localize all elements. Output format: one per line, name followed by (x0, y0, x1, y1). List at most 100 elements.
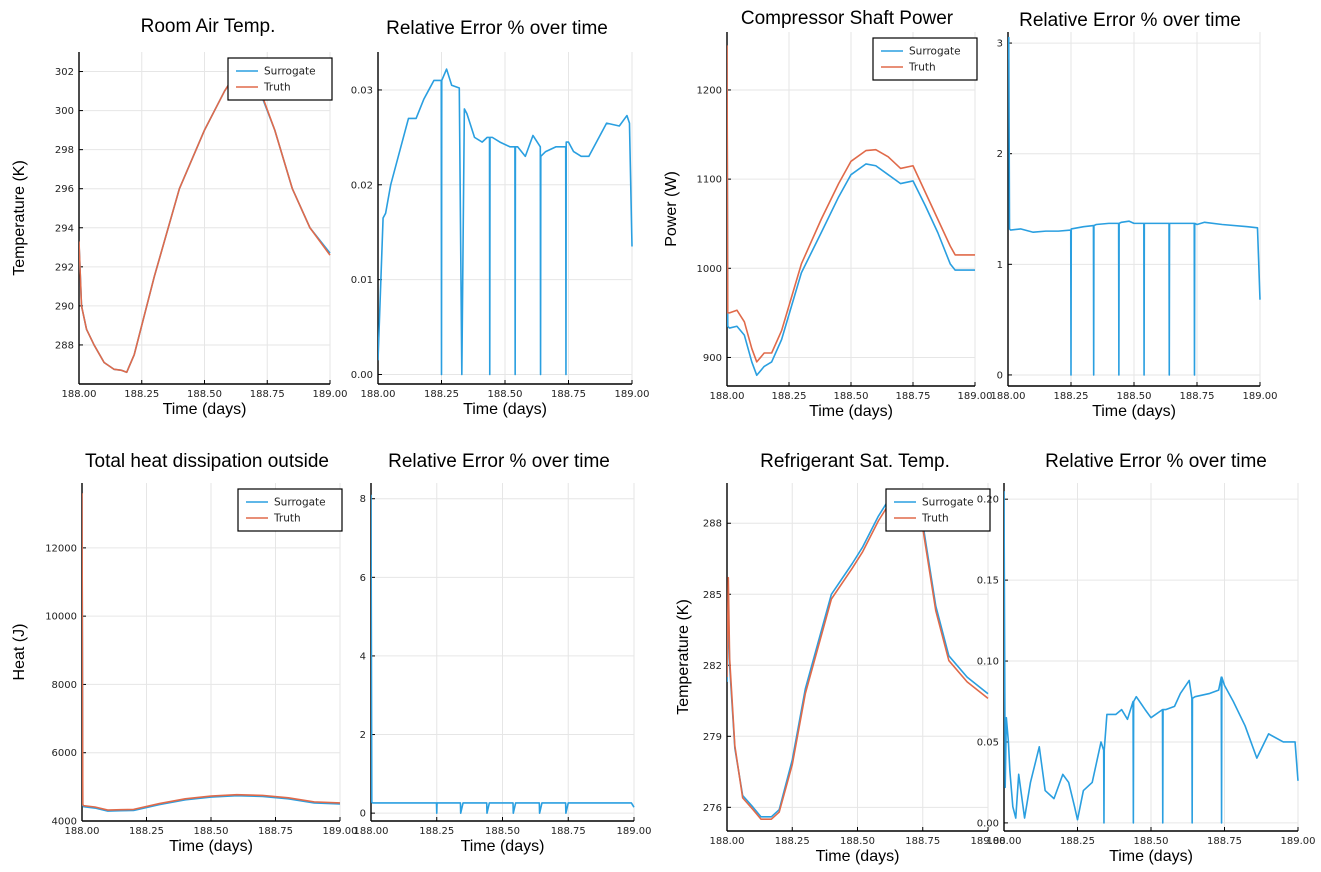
y-tick-label: 0.10 (977, 657, 999, 668)
x-tick-label: 189.00 (323, 826, 358, 837)
x-tick-label: 188.75 (896, 391, 931, 402)
chart-title: Room Air Temp. (141, 16, 276, 37)
y-tick-label: 0.01 (351, 275, 373, 286)
series-line-error (371, 494, 635, 814)
y-tick-label: 282 (703, 661, 722, 672)
panel-heat-dissipation-err: 188.00 188.25 188.50 188.75 189.00 0 2 4 6 8 Relat… (354, 451, 652, 855)
legend-box (885, 488, 991, 532)
x-axis-label: Time (days) (461, 838, 545, 855)
y-tick-label: 279 (703, 732, 722, 743)
y-tick-label: 298 (55, 145, 74, 156)
y-axis-label: Heat (J) (11, 624, 28, 681)
legend-entry: Truth (921, 513, 949, 525)
chart-title: Relative Error % over time (386, 18, 608, 39)
x-tick-label: 188.00 (354, 826, 389, 837)
x-tick-label: 188.00 (62, 389, 97, 400)
x-tick-label: 188.75 (1207, 836, 1242, 847)
y-tick-label: 285 (703, 590, 722, 601)
y-tick-label: 2 (997, 149, 1003, 160)
x-tick-label: 188.00 (991, 391, 1026, 402)
x-tick-label: 188.50 (485, 826, 520, 837)
x-axis-label: Time (days) (816, 848, 900, 865)
y-tick-label: 6 (360, 573, 366, 584)
y-axis-label: Temperature (K) (675, 599, 692, 715)
y-tick-label: 10000 (45, 612, 77, 623)
y-tick-label: 6000 (52, 748, 77, 759)
y-tick-label: 290 (55, 301, 74, 312)
x-tick-label: 189.00 (971, 836, 1006, 847)
x-axis-label: Time (days) (1109, 848, 1193, 865)
y-tick-label: 1100 (697, 175, 722, 186)
y-tick-label: 302 (55, 67, 74, 78)
y-tick-label: 0.02 (351, 180, 373, 191)
panel-room-temp: 188.00 188.25 188.50 188.75 189.00 288 290 292 2… (11, 16, 348, 418)
x-tick-label: 188.75 (551, 389, 586, 400)
x-tick-label: 189.00 (617, 826, 652, 837)
series-line-truth (727, 45, 975, 363)
panel-refrigerant-temp: 188.00 188.25 188.50 188.75 189.00 276 279 282 2… (675, 451, 1006, 865)
x-tick-label: 188.50 (194, 826, 229, 837)
y-axis-label: Temperature (K) (11, 160, 28, 276)
y-tick-label: 0.03 (351, 85, 373, 96)
x-tick-label: 188.25 (419, 826, 454, 837)
x-tick-label: 189.00 (1243, 391, 1278, 402)
x-tick-label: 188.25 (1054, 391, 1089, 402)
x-tick-label: 188.50 (1117, 391, 1152, 402)
x-axis-label: Time (days) (163, 401, 247, 418)
series-line-error (1008, 36, 1261, 376)
x-axis-label: Time (days) (1092, 403, 1176, 420)
x-tick-label: 189.00 (958, 391, 993, 402)
y-tick-label: 1000 (697, 264, 722, 275)
y-tick-label: 2 (360, 730, 366, 741)
legend-entry: Surrogate (264, 66, 316, 78)
legend-box (237, 488, 343, 532)
y-tick-label: 8000 (52, 680, 77, 691)
x-tick-label: 188.75 (250, 389, 285, 400)
legend-entry: Surrogate (909, 46, 961, 58)
legend: Surrogate Truth (885, 488, 991, 532)
x-tick-label: 188.25 (424, 389, 459, 400)
series-line-error (378, 68, 633, 376)
x-tick-label: 188.25 (1060, 836, 1095, 847)
panel-compressor-power-err: 188.00 188.25 188.50 188.75 189.00 0 1 2 3 Relati… (991, 10, 1278, 420)
chart-title: Relative Error % over time (1019, 10, 1241, 31)
x-tick-label: 189.00 (615, 389, 650, 400)
y-tick-label: 300 (55, 106, 74, 117)
y-tick-label: 292 (55, 262, 74, 273)
x-tick-label: 188.00 (987, 836, 1022, 847)
x-tick-label: 188.25 (775, 836, 810, 847)
x-tick-label: 188.75 (551, 826, 586, 837)
y-tick-label: 276 (703, 803, 722, 814)
series-line-truth (82, 493, 341, 811)
series-line-error (1004, 491, 1299, 824)
x-tick-label: 189.00 (313, 389, 348, 400)
legend-box (227, 57, 333, 101)
legend-entry: Surrogate (922, 497, 974, 509)
legend-entry: Truth (273, 513, 301, 525)
y-tick-label: 3 (997, 39, 1003, 50)
panel-refrigerant-temp-err: 188.00 188.25 188.50 188.75 189.00 0.00 0.05 0.… (977, 451, 1316, 865)
chart-title: Relative Error % over time (388, 451, 610, 472)
x-tick-label: 188.25 (772, 391, 807, 402)
x-tick-label: 188.75 (905, 836, 940, 847)
y-tick-label: 288 (55, 340, 74, 351)
chart-title: Relative Error % over time (1045, 451, 1267, 472)
x-tick-label: 188.75 (258, 826, 293, 837)
series-line-truth (727, 498, 989, 820)
panel-room-temp-err: 188.00 188.25 188.50 188.75 189.00 0.00 0.01 0.… (351, 18, 650, 418)
panel-compressor-power: 188.00 188.25 188.50 188.75 189.00 900 1000 110… (663, 8, 993, 420)
x-tick-label: 188.00 (710, 836, 745, 847)
x-tick-label: 188.50 (834, 391, 869, 402)
x-tick-label: 189.00 (1281, 836, 1316, 847)
x-tick-label: 188.75 (1180, 391, 1215, 402)
x-tick-label: 188.50 (1134, 836, 1169, 847)
y-tick-label: 0 (360, 809, 366, 820)
chart-title: Refrigerant Sat. Temp. (760, 451, 950, 472)
y-tick-label: 0.15 (977, 576, 999, 587)
x-tick-label: 188.50 (840, 836, 875, 847)
y-tick-label: 0.00 (351, 370, 373, 381)
y-tick-label: 8 (360, 494, 366, 505)
y-tick-label: 12000 (45, 543, 77, 554)
panel-heat-dissipation: 188.00 188.25 188.50 188.75 189.00 4000 6000 80… (11, 451, 358, 855)
